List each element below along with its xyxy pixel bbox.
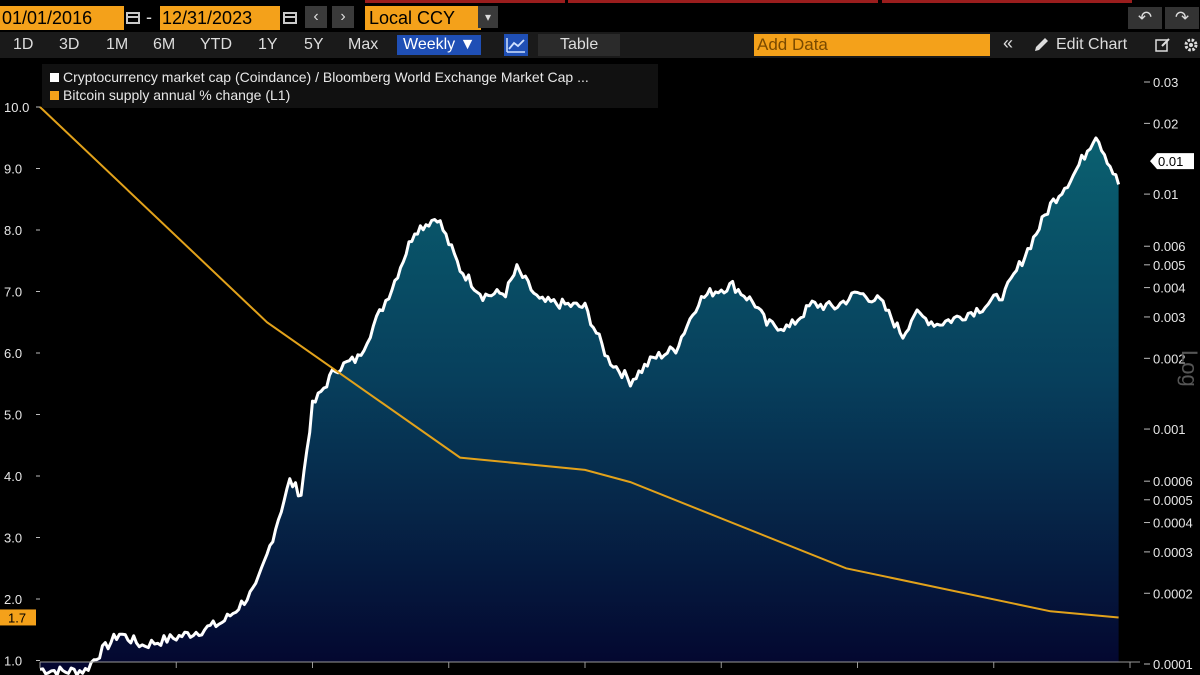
tab-1m[interactable]: 1M	[106, 36, 129, 53]
chart-canvas: 10.0 9.0 8.0 7.0 6.0 5.0 4.0 3.0 2.0 1.0 1.7 0.03 0.…	[0, 75, 1200, 675]
tab-ytd[interactable]: YTD	[200, 36, 232, 53]
date-separator: -	[146, 7, 152, 27]
left-axis-tick-label: 3.0	[4, 531, 22, 546]
left-axis-tick-label: 5.0	[4, 408, 22, 423]
left-axis-tick-label: 1.0	[4, 654, 22, 669]
legend-item-market-cap[interactable]: Cryptocurrency market cap (Coindance) / …	[50, 68, 589, 86]
edit-icon[interactable]	[1155, 37, 1171, 58]
pencil-icon[interactable]	[1033, 37, 1051, 58]
tab-3d[interactable]: 3D	[59, 36, 80, 53]
add-data-input[interactable]: Add Data	[754, 34, 990, 56]
right-axis-tick-label: 0.0003	[1153, 545, 1193, 560]
start-date-input[interactable]: 01/01/2016	[0, 6, 124, 30]
legend-swatch	[50, 73, 59, 82]
market-cap-area	[40, 137, 1119, 675]
left-axis-tick-label: 2.0	[4, 592, 22, 607]
legend-label: Cryptocurrency market cap (Coindance) / …	[63, 69, 589, 85]
tab-6m[interactable]: 6M	[153, 36, 176, 53]
right-value-tag	[1150, 153, 1194, 170]
left-axis-tick-label: 7.0	[4, 285, 22, 300]
right-axis-tick-label: 0.0005	[1153, 493, 1193, 508]
legend-swatch	[50, 91, 59, 100]
collapse-button[interactable]: «	[1003, 33, 1014, 53]
calendar-icon[interactable]	[126, 12, 140, 24]
date-toolbar: 01/01/2016 - 12/31/2023 ‹ › Local CCY ▾ …	[0, 5, 1200, 32]
top-strip	[0, 0, 1200, 5]
currency-select[interactable]: Local CCY	[365, 6, 481, 30]
right-value-label: 0.01	[1158, 154, 1183, 169]
accent-bar	[568, 0, 878, 3]
right-axis-tick-label: 0.0006	[1153, 474, 1193, 489]
right-axis-tick-label: 0.01	[1153, 187, 1178, 202]
left-axis-tick-label: 9.0	[4, 162, 22, 177]
left-axis-tick-label: 8.0	[4, 223, 22, 238]
market-cap-line[interactable]	[39, 136, 1121, 675]
right-axis-tick-label: 0.002	[1153, 351, 1186, 366]
accent-bar	[882, 0, 1132, 3]
chart-toolbar: 1D 3D 1M 6M YTD 1Y 5Y Max Weekly ▼ Table…	[0, 32, 1200, 58]
prev-period-button[interactable]: ‹	[305, 6, 327, 28]
edit-chart-button[interactable]: Edit Chart	[1056, 36, 1128, 53]
chart-legend: Cryptocurrency market cap (Coindance) / …	[42, 64, 658, 108]
left-value-tag	[0, 609, 36, 626]
legend-item-bitcoin-supply[interactable]: Bitcoin supply annual % change (L1)	[50, 86, 290, 104]
tab-1y[interactable]: 1Y	[258, 36, 278, 53]
tab-1d[interactable]: 1D	[13, 36, 34, 53]
accent-bar	[365, 0, 565, 3]
undo-button[interactable]: ↶	[1128, 7, 1162, 29]
next-period-button[interactable]: ›	[332, 6, 354, 28]
tab-5y[interactable]: 5Y	[304, 36, 324, 53]
left-axis-tick-label: 10.0	[4, 100, 29, 115]
gear-icon[interactable]	[1183, 36, 1199, 59]
left-axis-tick-label: 4.0	[4, 469, 22, 484]
end-date-input[interactable]: 12/31/2023	[160, 6, 280, 30]
bitcoin-supply-line[interactable]	[39, 106, 1119, 619]
legend-label: Bitcoin supply annual % change (L1)	[63, 87, 291, 103]
log-scale-label: Log	[1177, 350, 1200, 387]
right-axis-tick-label: 0.0002	[1153, 586, 1193, 601]
right-axis-tick-label: 0.004	[1153, 281, 1186, 296]
calendar-icon[interactable]	[283, 12, 297, 24]
right-axis-tick-label: 0.006	[1153, 239, 1186, 254]
right-axis-tick-label: 0.001	[1153, 422, 1186, 437]
right-axis-tick-label: 0.0004	[1153, 516, 1193, 531]
right-axis-tick-label: 0.03	[1153, 75, 1178, 90]
right-axis-tick-label: 0.02	[1153, 116, 1178, 131]
line-chart-icon[interactable]	[504, 34, 528, 56]
tab-max[interactable]: Max	[348, 36, 379, 53]
frequency-select[interactable]: Weekly ▼	[397, 35, 482, 55]
left-axis-tick-label: 6.0	[4, 346, 22, 361]
redo-button[interactable]: ↷	[1165, 7, 1199, 29]
left-value-label: 1.7	[8, 610, 26, 625]
right-axis-tick-label: 0.003	[1153, 310, 1186, 325]
right-axis-tick-label: 0.005	[1153, 258, 1186, 273]
table-button[interactable]: Table	[538, 34, 621, 56]
chevron-down-icon[interactable]: ▾	[478, 6, 498, 28]
right-axis-tick-label: 0.0001	[1153, 657, 1193, 672]
